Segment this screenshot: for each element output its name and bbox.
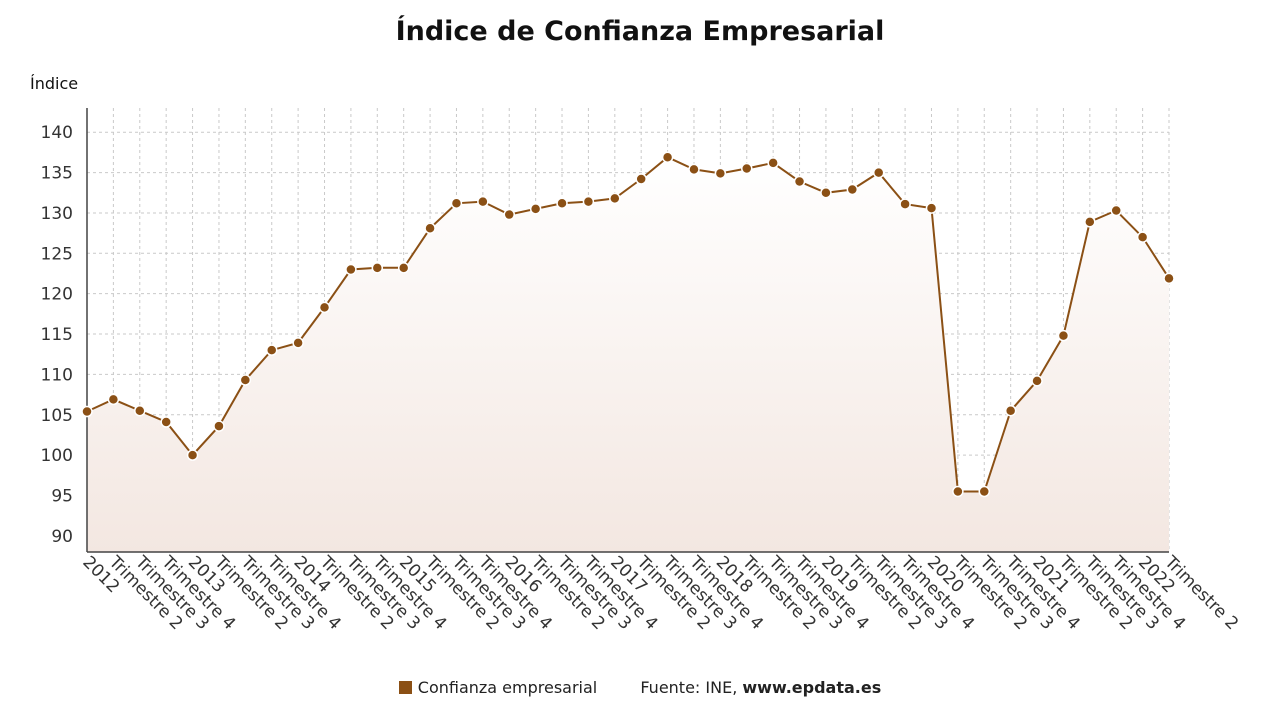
source-site: www.epdata.es <box>742 678 882 697</box>
data-point <box>793 175 806 188</box>
data-point <box>978 485 991 498</box>
y-tick-label: 120 <box>41 285 73 305</box>
source-prefix: Fuente: INE, <box>640 678 738 697</box>
data-point <box>450 197 463 210</box>
legend: Confianza empresarial Fuente: INE, www.e… <box>0 678 1280 697</box>
data-point <box>477 195 489 208</box>
data-point <box>688 163 700 176</box>
chart-title: Índice de Confianza Empresarial <box>395 16 885 47</box>
y-tick-label: 105 <box>41 406 73 426</box>
y-tick-label: 115 <box>41 325 73 345</box>
data-point <box>661 151 674 163</box>
data-point <box>1110 204 1122 217</box>
legend-series-label: Confianza empresarial <box>417 678 598 697</box>
data-point <box>582 195 595 208</box>
data-point <box>503 208 515 221</box>
y-tick-labels: 90 95 100 105 110 115 120 125 130 135 140 <box>41 123 73 547</box>
data-point <box>1004 404 1017 417</box>
data-point <box>1136 231 1149 243</box>
data-point <box>1057 329 1070 342</box>
data-point <box>265 344 278 356</box>
y-tick-label: 130 <box>41 204 73 224</box>
y-tick-label: 100 <box>41 446 73 466</box>
data-point <box>1084 216 1096 228</box>
series-line-confianza-empresarial <box>86 156 1170 493</box>
axes <box>86 108 1169 553</box>
y-tick-label: 90 <box>51 527 73 547</box>
data-point <box>134 404 146 417</box>
legend-swatch <box>398 681 412 694</box>
data-point <box>81 405 93 418</box>
data-point <box>635 173 647 185</box>
data-points <box>81 151 1175 498</box>
y-tick-label: 135 <box>41 164 73 184</box>
y-tick-label: 95 <box>51 486 73 506</box>
data-point <box>371 262 384 274</box>
data-point <box>239 374 252 386</box>
y-axis-label: Índice <box>30 74 79 93</box>
data-point <box>952 485 964 498</box>
data-point <box>424 222 436 235</box>
data-point <box>397 262 410 274</box>
source-note: Fuente: INE, www.epdata.es <box>640 678 881 697</box>
data-point <box>846 183 859 196</box>
data-point <box>160 416 172 428</box>
data-point <box>872 166 885 179</box>
data-point <box>107 393 120 406</box>
data-point <box>213 420 225 432</box>
data-point <box>767 157 779 169</box>
data-point <box>609 192 621 205</box>
data-point <box>345 263 357 276</box>
data-point <box>925 202 938 214</box>
data-point <box>1031 375 1043 387</box>
data-point <box>529 203 542 215</box>
data-point <box>1163 272 1175 285</box>
data-point <box>292 337 304 349</box>
data-point <box>820 187 832 199</box>
y-tick-label: 125 <box>41 244 73 264</box>
y-tick-label: 110 <box>41 365 73 385</box>
y-tick-label: 140 <box>41 123 73 143</box>
data-point <box>556 197 568 210</box>
data-point <box>318 301 331 314</box>
data-point <box>186 449 199 461</box>
data-point <box>714 167 727 180</box>
data-point <box>899 198 911 210</box>
series-area-fill <box>87 157 1169 552</box>
data-point <box>741 162 753 175</box>
